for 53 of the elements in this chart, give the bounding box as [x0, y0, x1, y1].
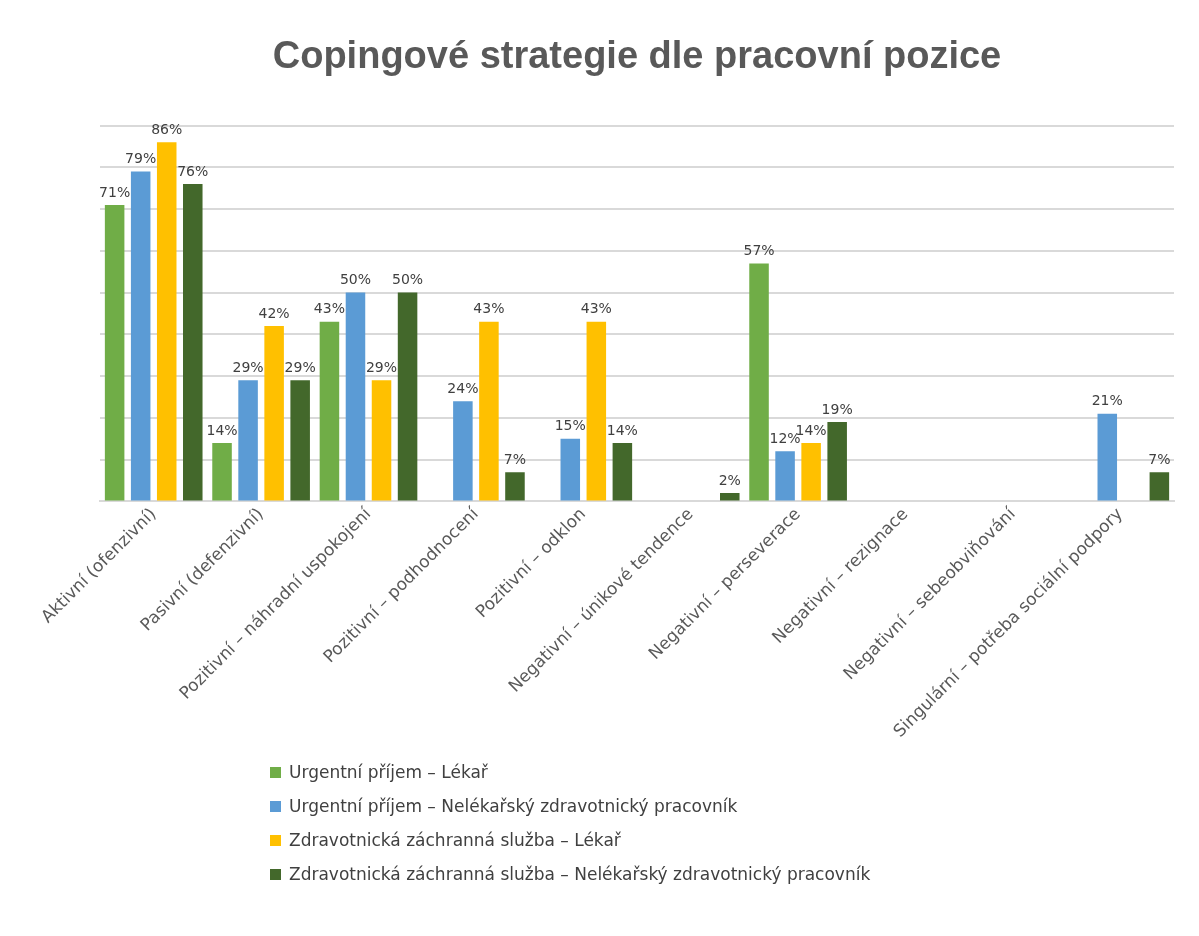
bar: [371, 380, 392, 501]
data-label: 7%: [1148, 450, 1171, 467]
data-label: 43%: [313, 300, 345, 317]
bar: [156, 142, 177, 501]
bar: [1149, 472, 1170, 501]
data-label: 24%: [447, 379, 479, 396]
bar: [1097, 413, 1118, 501]
bar: [560, 438, 581, 501]
data-label: 79%: [125, 150, 157, 167]
data-label: 50%: [392, 271, 424, 288]
data-label: 71%: [99, 183, 131, 200]
data-label: 29%: [232, 358, 264, 375]
bar: [104, 204, 125, 501]
data-label: 21%: [1091, 392, 1123, 409]
data-label: 43%: [473, 300, 505, 317]
bar: [319, 321, 340, 501]
bar: [397, 292, 418, 501]
bar: [264, 326, 284, 501]
legend-label: Urgentní příjem – Lékař: [289, 762, 488, 782]
legend-label: Zdravotnická záchranná služba – Lékař: [289, 830, 621, 850]
data-label: 86%: [151, 120, 183, 137]
data-label: 19%: [821, 400, 853, 417]
bar: [612, 442, 633, 501]
bar: [827, 422, 847, 501]
data-label: 29%: [284, 358, 316, 375]
bar: [505, 472, 525, 501]
data-label: 43%: [580, 300, 612, 317]
chart-title: Copingové strategie dle pracovní pozice: [272, 34, 1002, 77]
data-label: 7%: [503, 450, 527, 467]
bar: [586, 321, 607, 501]
data-label: 15%: [554, 417, 586, 434]
data-label: 57%: [743, 242, 775, 259]
bar: [238, 380, 258, 501]
bar: [479, 321, 499, 501]
data-label: 14%: [206, 421, 238, 438]
data-label: 2%: [718, 471, 741, 488]
data-label: 76%: [177, 162, 209, 179]
bar: [775, 451, 795, 501]
data-label: 14%: [606, 421, 638, 438]
data-label: 42%: [258, 304, 290, 321]
bar: [290, 380, 310, 501]
bar: [801, 442, 821, 501]
bar: [720, 493, 740, 501]
legend-label: Zdravotnická záchranná služba – Nelékařský zdravotnický pracovník: [289, 864, 871, 884]
data-label: 50%: [339, 271, 372, 288]
bar: [130, 171, 151, 501]
bar: [183, 184, 203, 501]
data-label: 29%: [365, 358, 398, 375]
bar: [212, 442, 232, 501]
bar: [453, 401, 473, 501]
legend-label: Urgentní příjem – Nelékařský zdravotnický pracovník: [289, 796, 738, 816]
bar: [749, 263, 769, 501]
bar: [345, 292, 366, 501]
